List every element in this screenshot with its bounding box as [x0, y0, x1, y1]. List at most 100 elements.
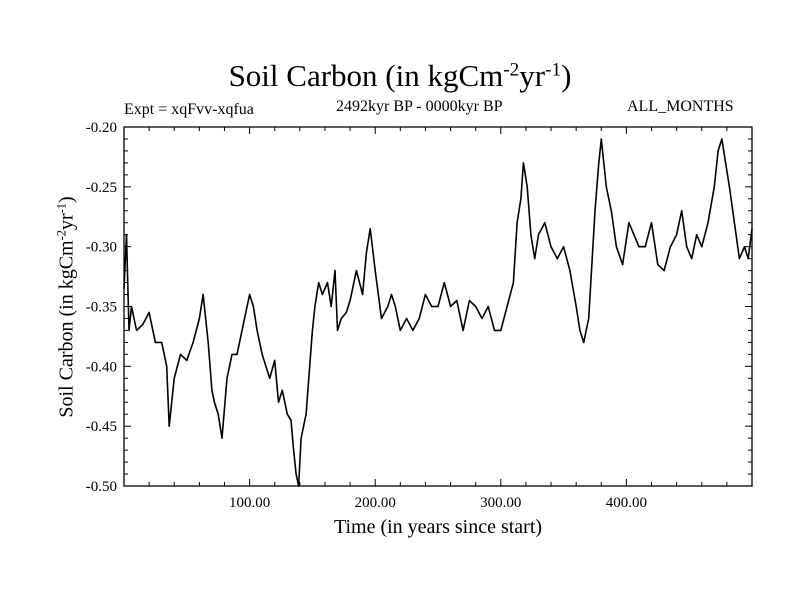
data-point: [526, 186, 528, 188]
data-point: [161, 341, 163, 343]
ticks-layer: 100.00 200.00 300.00 400.00 -0.50 -0.45 -0.40 -…: [86, 120, 752, 511]
data-point: [136, 329, 138, 331]
data-point: [520, 198, 522, 200]
data-point: [588, 317, 590, 320]
data-point: [345, 311, 347, 314]
data-point: [148, 311, 150, 314]
data-point: [226, 377, 228, 379]
data-point: [594, 210, 596, 212]
data-point: [314, 305, 316, 308]
data-point: [579, 329, 581, 331]
x-axis-label: Time (in years since start): [333, 516, 543, 538]
data-point: [725, 162, 727, 164]
data-point: [207, 341, 209, 343]
data-point: [318, 282, 320, 284]
data-point: [399, 329, 401, 331]
data-point: [330, 305, 332, 308]
data-point: [336, 329, 339, 331]
data-point: [256, 329, 258, 331]
chart-title: Soil Carbon (in kgCm-2yr-1): [228, 58, 572, 93]
data-point: [166, 365, 168, 367]
data-point: [130, 305, 133, 308]
data-point: [443, 282, 445, 284]
data-point: [295, 473, 297, 475]
data-point: [394, 305, 396, 308]
data-point: [265, 365, 267, 367]
y-tick-label: -0.50: [86, 479, 117, 495]
data-point: [500, 329, 502, 331]
data-point: [281, 389, 283, 391]
data-point: [622, 264, 624, 266]
data-point: [569, 270, 571, 272]
data-point: [305, 413, 307, 415]
data-point: [605, 186, 607, 188]
data-point: [615, 246, 618, 248]
data-point: [633, 234, 635, 236]
data-point: [369, 228, 371, 230]
data-point: [380, 317, 383, 320]
data-point: [713, 186, 715, 188]
data-point: [274, 359, 276, 361]
data-point: [456, 299, 458, 302]
data-point: [142, 323, 144, 325]
data-point: [231, 353, 233, 355]
data-point: [390, 293, 393, 296]
data-point: [537, 234, 540, 236]
data-point: [355, 270, 357, 272]
data-point: [334, 270, 336, 272]
months-label: ALL_MONTHS: [627, 98, 734, 115]
y-tick-label: -0.25: [86, 180, 117, 196]
data-point: [133, 317, 135, 320]
data-point: [450, 305, 452, 308]
data-point: [154, 341, 156, 343]
data-point: [563, 246, 565, 248]
data-point: [340, 317, 342, 320]
data-point: [676, 234, 678, 236]
data-point: [583, 341, 585, 343]
data-point: [707, 222, 709, 224]
data-point: [213, 401, 215, 403]
data-point: [575, 305, 577, 308]
data-point: [128, 329, 130, 331]
data-point: [261, 353, 263, 355]
data-point: [743, 246, 746, 248]
data-point: [721, 138, 723, 140]
data-point: [211, 389, 213, 391]
data-point: [179, 353, 182, 355]
data-point: [610, 210, 612, 212]
data-point: [311, 329, 313, 331]
data-point: [628, 222, 630, 224]
data-point: [516, 222, 518, 224]
series-line-soil-carbon: [123, 138, 753, 487]
data-point: [387, 305, 389, 308]
data-point: [481, 317, 483, 320]
data-point: [406, 317, 408, 320]
data-point: [493, 329, 496, 331]
data-point: [738, 258, 741, 260]
x-tick-label: 100.00: [229, 495, 270, 511]
data-point: [534, 258, 536, 260]
data-point: [186, 359, 188, 361]
data-point: [733, 222, 736, 224]
data-point: [717, 150, 719, 152]
data-point: [650, 222, 653, 224]
data-point: [437, 305, 439, 308]
data-point: [663, 270, 665, 272]
data-point: [462, 329, 464, 331]
data-point: [236, 353, 238, 355]
data-point: [424, 293, 426, 296]
data-point: [522, 162, 525, 164]
x-tick-label: 200.00: [355, 495, 396, 511]
data-point: [412, 329, 414, 331]
data-point: [550, 246, 552, 248]
data-point: [277, 401, 280, 403]
data-point: [249, 293, 251, 296]
data-point: [269, 377, 271, 379]
data-point: [544, 222, 546, 224]
data-point: [221, 437, 223, 439]
data-point: [418, 317, 420, 320]
data-point: [691, 258, 693, 260]
data-point: [293, 449, 295, 451]
data-point: [669, 246, 672, 248]
data-point: [512, 282, 515, 284]
